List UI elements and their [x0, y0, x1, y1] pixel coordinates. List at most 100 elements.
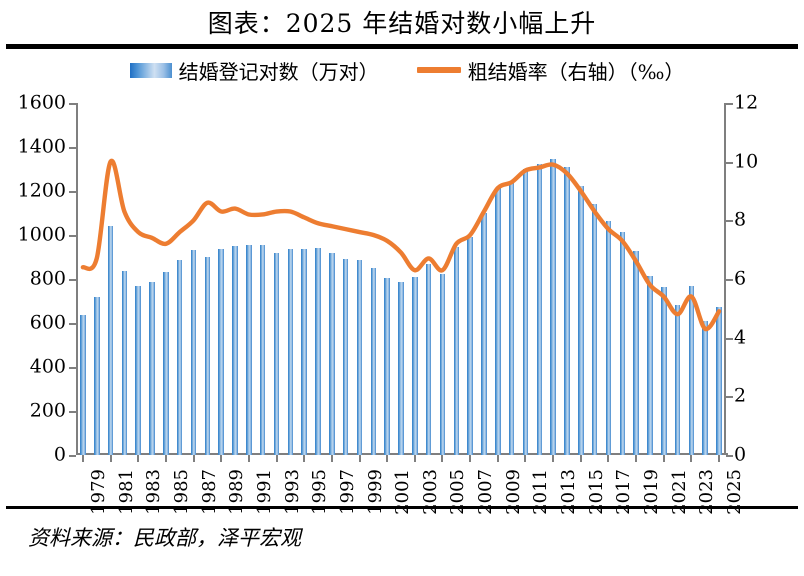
x-tick — [524, 455, 527, 462]
x-axis-label: 2019 — [641, 469, 663, 515]
y-axis-left-label: 1400 — [17, 135, 66, 158]
x-tick — [690, 455, 693, 462]
bar — [633, 251, 639, 455]
x-axis-label: 1999 — [364, 469, 386, 515]
bar — [522, 168, 529, 455]
bar-series — [76, 103, 726, 455]
x-tick — [220, 455, 223, 462]
bar-swatch-icon — [129, 62, 172, 78]
bar — [356, 260, 363, 455]
x-tick — [413, 455, 416, 462]
x-axis-label: 1989 — [226, 469, 248, 515]
bar — [467, 236, 473, 455]
y-tick-left — [69, 191, 76, 193]
y-axis-right-label: 10 — [734, 150, 759, 173]
x-tick — [496, 455, 499, 462]
y-tick-right — [726, 396, 733, 399]
x-tick — [137, 455, 140, 462]
x-axis-label: 2007 — [475, 469, 497, 515]
y-axis-right-label: 2 — [734, 384, 747, 407]
bar — [176, 260, 183, 455]
bar — [591, 203, 598, 455]
y-axis-right-label: 4 — [734, 326, 747, 349]
bar — [536, 163, 543, 455]
x-tick — [164, 455, 167, 462]
bar — [661, 286, 667, 455]
bar — [702, 320, 709, 455]
y-axis-left-label: 1600 — [17, 91, 66, 114]
bar — [550, 158, 556, 455]
bar — [135, 285, 141, 455]
x-tick — [303, 455, 306, 462]
y-tick-right — [726, 337, 733, 340]
x-axis-label: 2023 — [696, 469, 718, 515]
y-axis-left-label: 800 — [29, 267, 66, 290]
x-tick — [718, 455, 721, 462]
y-tick-left — [69, 411, 76, 413]
y-axis-right-label: 0 — [734, 443, 747, 466]
bar — [80, 314, 86, 455]
legend-item-bars: 结婚登记对数（万对） — [129, 56, 379, 85]
x-axis-label: 1993 — [281, 469, 303, 515]
x-axis-label: 2009 — [502, 469, 524, 515]
source-note: 资料来源：民政部，泽平宏观 — [28, 526, 301, 550]
bar — [232, 245, 238, 455]
y-tick-left — [69, 103, 76, 105]
bar — [716, 306, 722, 455]
line-path — [80, 158, 722, 332]
y-tick-left — [69, 323, 76, 325]
bar — [329, 253, 335, 455]
bar — [425, 264, 432, 455]
plot-area: 0 200 400 600 800 1000 1200 1400 1600 0 2 4 6 8 10 12 … — [0, 91, 804, 515]
x-axis-label: 2021 — [668, 469, 690, 515]
title-zone: 图表：2025 年结婚对数小幅上升 — [0, 0, 804, 44]
x-tick — [662, 455, 665, 462]
bar — [190, 250, 197, 455]
legend-label-bars: 结婚登记对数（万对） — [178, 59, 379, 84]
line-series — [80, 158, 722, 332]
bar — [398, 282, 404, 455]
x-axis-label: 1997 — [336, 469, 358, 515]
x-axis-label: 1979 — [87, 469, 109, 515]
y-axis-left — [76, 103, 78, 455]
y-axis-left-label: 0 — [53, 443, 66, 466]
y-tick-left — [69, 235, 76, 237]
x-axis-labels: 1979 1981 1983 1985 1987 1989 1991 1993 1995 1997… — [76, 469, 745, 539]
bar — [301, 249, 307, 455]
x-axis-label: 1991 — [253, 469, 275, 515]
x-tick — [607, 455, 610, 462]
y-axis-left-label: 1000 — [17, 223, 66, 246]
x-tick — [441, 455, 444, 462]
bar — [287, 249, 294, 455]
bar — [246, 244, 252, 455]
bar — [370, 268, 377, 455]
bar — [619, 231, 626, 455]
y-axis-left-label: 200 — [29, 399, 66, 422]
bar — [93, 296, 100, 455]
x-tick — [275, 455, 278, 462]
x-axis-label: 1995 — [309, 469, 331, 515]
x-axis-label: 1981 — [115, 469, 137, 515]
x-tick — [469, 455, 472, 462]
x-axis-label: 1983 — [143, 469, 165, 515]
x-tick — [109, 455, 112, 462]
source-divider — [6, 506, 798, 509]
y-axis-right-label: 6 — [734, 267, 747, 290]
bar — [259, 244, 266, 455]
x-tick — [330, 455, 333, 462]
y-axis-left-label: 1200 — [17, 179, 66, 202]
bar — [218, 248, 224, 455]
y-tick-right — [726, 220, 733, 223]
x-tick — [247, 455, 250, 462]
x-tick — [358, 455, 361, 462]
x-tick — [81, 455, 84, 462]
bar — [495, 188, 501, 455]
bar — [578, 185, 584, 455]
legend-label-line: 粗结婚率（右轴）（‰） — [467, 59, 685, 84]
bar — [315, 248, 321, 455]
plot-frame: 0 200 400 600 800 1000 1200 1400 1600 0 2 4 6 8 10 12 — [18, 93, 759, 464]
legend-item-line: 粗结婚率（右轴）（‰） — [416, 56, 685, 85]
bar — [564, 167, 570, 455]
x-axis-label: 2011 — [530, 469, 552, 515]
y-tick-left — [69, 147, 76, 149]
